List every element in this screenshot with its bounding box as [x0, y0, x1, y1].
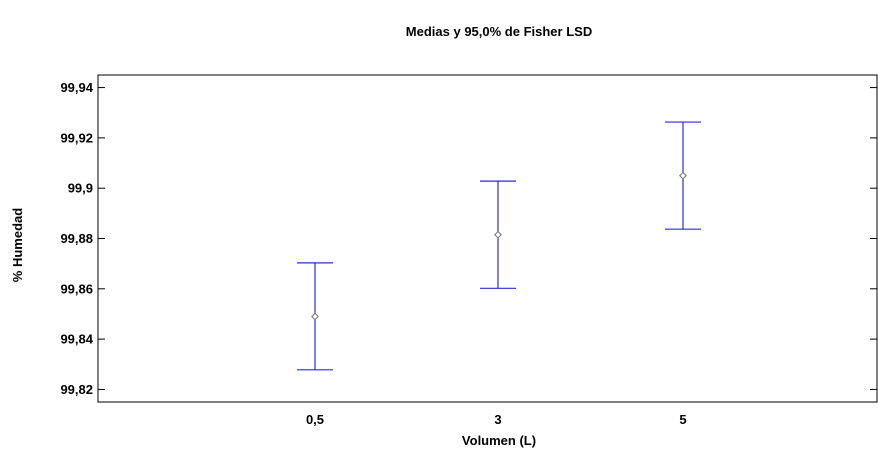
x-axis: 0,5 3 5 [306, 412, 687, 427]
x-axis-label: Volumen (L) [462, 433, 536, 448]
mean-marker [679, 171, 687, 180]
x-tick-label: 0,5 [306, 412, 324, 427]
y-tick-label: 99,92 [60, 130, 93, 145]
y-tick-label: 99,88 [60, 231, 93, 246]
interval-group [480, 180, 516, 289]
y-tick-label: 99,94 [60, 80, 93, 95]
mean-marker [494, 230, 502, 239]
y-axis: 99,82 99,84 99,86 99,88 99,9 99,92 99,94 [60, 80, 877, 397]
y-axis-label: % Humedad [10, 208, 25, 282]
x-tick-label: 5 [679, 412, 686, 427]
interval-group [297, 262, 333, 371]
chart-title: Medias y 95,0% de Fisher LSD [406, 24, 592, 39]
plot-frame [97, 74, 878, 403]
y-tick-label: 99,84 [60, 332, 93, 347]
y-tick-label: 99,9 [68, 181, 93, 196]
interval-group [665, 121, 701, 230]
plot-marks [297, 121, 701, 371]
x-tick-label: 3 [494, 412, 501, 427]
mean-marker [311, 312, 319, 321]
y-tick-label: 99,82 [60, 382, 93, 397]
y-tick-label: 99,86 [60, 281, 93, 296]
